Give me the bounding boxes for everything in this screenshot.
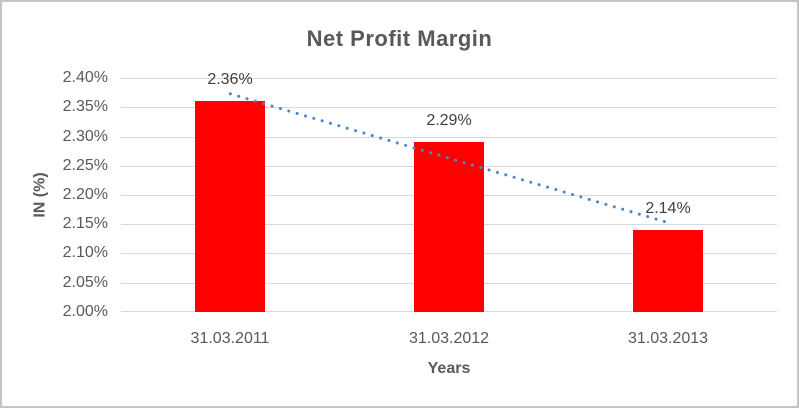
y-axis-tick-label: 2.25%: [62, 157, 108, 174]
x-axis-tick-label: 31.03.2012: [408, 330, 490, 347]
y-axis-tick-label: 2.15%: [62, 215, 108, 232]
y-axis-tick-label: 2.40%: [62, 69, 108, 86]
y-axis-tick-label: 2.30%: [62, 128, 108, 145]
gridline: [121, 78, 777, 79]
x-axis-title: Years: [427, 360, 471, 377]
x-axis-tick-label: 31.03.2011: [190, 330, 270, 347]
bar: [195, 101, 265, 312]
x-axis-tick-label: 31.03.2013: [627, 330, 709, 347]
bar-data-label: 2.36%: [207, 71, 253, 88]
chart-title: Net Profit Margin: [306, 26, 493, 51]
x-axis-tick-labels: 31.03.2011 31.03.2012 31.03.2013: [121, 330, 777, 350]
y-axis-tick-label: 2.00%: [62, 303, 108, 320]
y-axis-tick-label: 2.20%: [62, 186, 108, 203]
bar: [414, 142, 484, 312]
gridline: [121, 137, 777, 138]
y-axis-tick-label: 2.10%: [62, 244, 108, 261]
y-axis-tick-label: 2.05%: [62, 274, 108, 291]
y-axis-tick-labels: 2.40% 2.35% 2.30% 2.25% 2.20% 2.15% 2.10% 2.05%…: [2, 69, 108, 320]
gridline: [121, 107, 777, 108]
bar-data-label: 2.14%: [645, 200, 691, 217]
plot-area: 2.36% 2.29% 2.14%: [121, 71, 777, 312]
bar-data-label: 2.29%: [426, 112, 472, 129]
bar: [633, 230, 703, 312]
y-axis-tick-label: 2.35%: [62, 98, 108, 115]
